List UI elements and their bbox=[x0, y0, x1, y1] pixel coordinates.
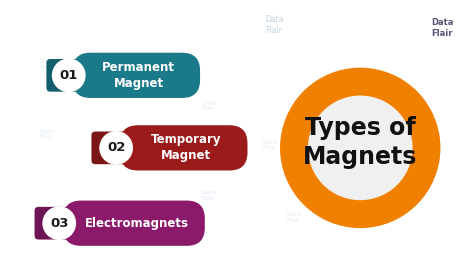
Text: Temporary
Magnet: Temporary Magnet bbox=[151, 133, 221, 162]
Text: 02: 02 bbox=[107, 141, 125, 154]
Circle shape bbox=[309, 96, 412, 199]
Text: 01: 01 bbox=[60, 69, 78, 82]
FancyBboxPatch shape bbox=[91, 131, 136, 164]
FancyBboxPatch shape bbox=[46, 59, 89, 92]
FancyBboxPatch shape bbox=[73, 53, 200, 98]
Text: Data
Flair: Data Flair bbox=[40, 59, 55, 69]
Circle shape bbox=[53, 59, 85, 92]
Text: Data
Flair: Data Flair bbox=[286, 212, 301, 223]
FancyBboxPatch shape bbox=[120, 125, 247, 170]
Text: Permanent
Magnet: Permanent Magnet bbox=[102, 61, 175, 90]
Text: Data
Flair: Data Flair bbox=[201, 190, 216, 201]
Circle shape bbox=[43, 207, 75, 239]
Text: Data
Flair: Data Flair bbox=[263, 140, 278, 150]
Text: Data
Flair: Data Flair bbox=[201, 101, 216, 111]
Text: 03: 03 bbox=[50, 217, 69, 230]
Text: Types of
Magnets: Types of Magnets bbox=[303, 117, 418, 169]
Text: Data
Flair: Data Flair bbox=[265, 15, 284, 35]
Circle shape bbox=[281, 68, 440, 227]
Text: Electromagnets: Electromagnets bbox=[85, 217, 189, 230]
FancyBboxPatch shape bbox=[35, 207, 79, 240]
Text: Data
Flair: Data Flair bbox=[431, 18, 454, 38]
FancyBboxPatch shape bbox=[63, 201, 205, 246]
Text: Data
Flair: Data Flair bbox=[40, 129, 55, 139]
Circle shape bbox=[100, 132, 132, 164]
